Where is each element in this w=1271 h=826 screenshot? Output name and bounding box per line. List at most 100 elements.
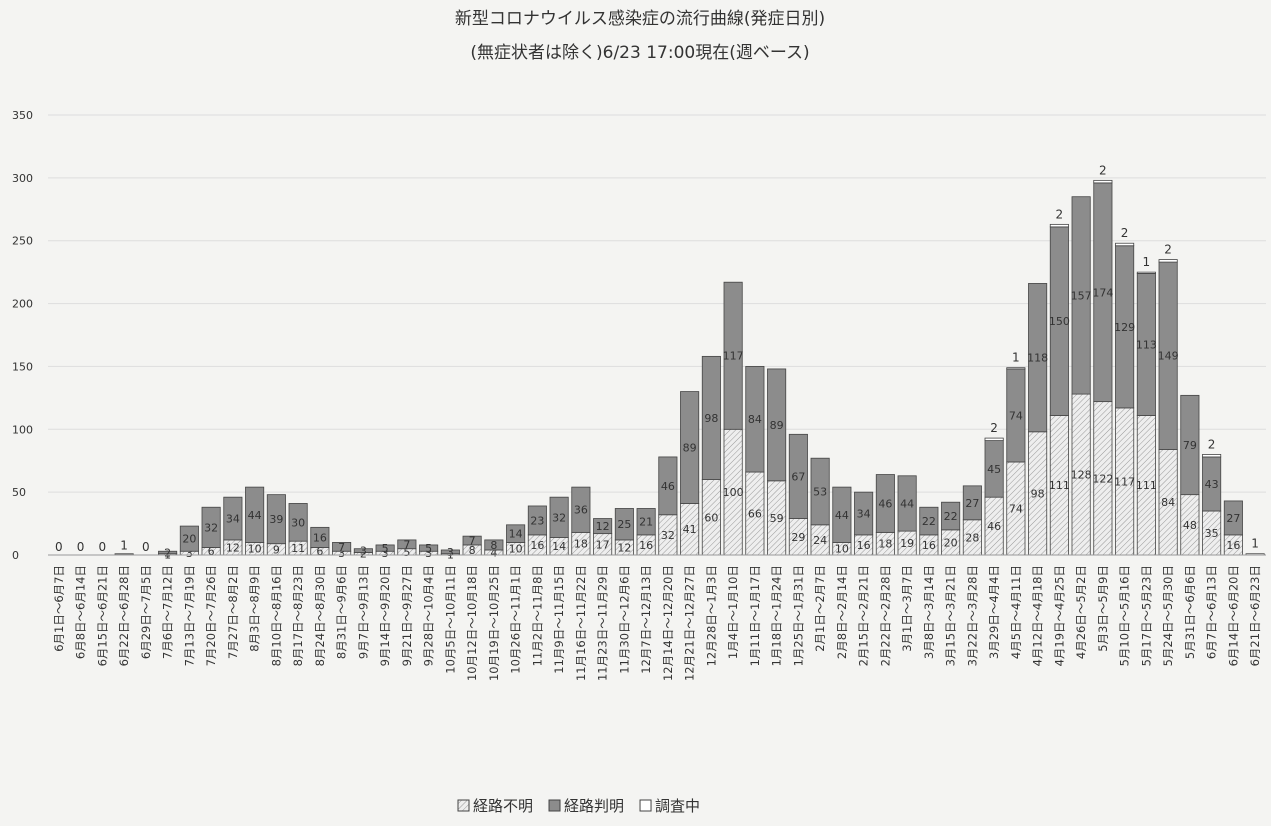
- bar-segment: [854, 491, 874, 536]
- data-label: 1: [1251, 537, 1259, 551]
- bar-segment: [1223, 500, 1243, 536]
- bar-segment: [701, 355, 721, 480]
- chart-subtitle: (無症状者は除く)6/23 17:00現在(週ベース): [470, 43, 809, 63]
- data-label: 12: [596, 520, 610, 533]
- data-label: 2: [1164, 243, 1172, 257]
- bar-segment: [223, 496, 243, 541]
- data-label: 118: [1027, 352, 1048, 365]
- x-tick-label: 6月29日～7月5日: [139, 565, 153, 659]
- bar-segment: [788, 433, 808, 519]
- data-label: 34: [226, 513, 240, 526]
- data-label: 89: [770, 419, 784, 432]
- y-tick-label: 250: [12, 235, 33, 248]
- x-tick-label: 4月19日～4月25日: [1052, 565, 1066, 666]
- data-label: 14: [509, 528, 523, 541]
- bar-segment: [245, 486, 265, 543]
- data-label: 34: [857, 508, 871, 521]
- data-label: 21: [639, 516, 653, 529]
- data-label: 46: [878, 497, 892, 510]
- data-label: 0: [142, 540, 150, 554]
- data-label: 45: [987, 463, 1001, 476]
- bar-segment: [919, 506, 939, 536]
- x-tick-label: 7月6日～7月12日: [161, 565, 175, 659]
- bar-segment: [1071, 196, 1091, 395]
- data-label: 129: [1114, 321, 1135, 334]
- x-tick-label: 12月14日～12月20日: [661, 565, 675, 681]
- data-label: 41: [683, 523, 697, 536]
- data-label: 6: [208, 545, 215, 558]
- x-tick-label: 9月7日～9月13日: [356, 565, 370, 659]
- bar-segment: [1180, 394, 1200, 496]
- data-label: 89: [683, 442, 697, 455]
- x-tick-label: 6月21日～6月23日: [1248, 565, 1262, 666]
- data-label: 16: [639, 539, 653, 552]
- data-label: 44: [248, 509, 262, 522]
- data-label: 111: [1049, 479, 1070, 492]
- data-label: 150: [1049, 315, 1070, 328]
- data-label: 20: [944, 536, 958, 549]
- bar-segment: [658, 456, 678, 516]
- data-label: 27: [965, 497, 979, 510]
- data-label: 43: [1205, 478, 1219, 491]
- bar-segment: [266, 494, 286, 545]
- bar-segment: [1028, 283, 1048, 433]
- data-label: 18: [878, 538, 892, 551]
- bar-segment: [288, 503, 308, 542]
- data-label: 28: [965, 531, 979, 544]
- x-tick-label: 5月17日～5月23日: [1139, 565, 1153, 666]
- data-label: 98: [704, 412, 718, 425]
- data-label: 29: [791, 531, 805, 544]
- bar-segment: [419, 544, 439, 552]
- data-label: 6: [316, 545, 323, 558]
- data-label: 117: [723, 350, 744, 363]
- x-tick-label: 2月22日～2月28日: [878, 565, 892, 666]
- x-tick-label: 6月15日～6月21日: [95, 565, 109, 666]
- bar-segment: [440, 549, 460, 555]
- chart-title: 新型コロナウイルス感染症の流行曲線(発症日別): [455, 9, 825, 29]
- data-label: 79: [1183, 439, 1197, 452]
- x-tick-label: 10月12日～10月18日: [465, 565, 479, 681]
- data-label: 3: [360, 545, 367, 558]
- bar-segment: [158, 550, 178, 555]
- data-label: 35: [1205, 527, 1219, 540]
- data-label: 18: [574, 538, 588, 551]
- data-label: 157: [1071, 289, 1092, 302]
- x-tick-label: 12月28日～1月3日: [704, 565, 718, 666]
- x-tick-label: 11月9日～11月15日: [552, 565, 566, 674]
- bar-segment: [527, 505, 547, 536]
- bar-segment: [810, 457, 830, 526]
- data-label: 122: [1092, 472, 1113, 485]
- bar-segment: [1049, 223, 1069, 228]
- x-tick-label: 11月30日～12月6日: [617, 565, 631, 674]
- data-label: 44: [900, 497, 914, 510]
- data-label: 7: [338, 541, 345, 554]
- bar-segment: [310, 526, 330, 548]
- data-label: 16: [313, 531, 327, 544]
- data-label: 16: [922, 539, 936, 552]
- data-label: 5: [425, 542, 432, 555]
- x-tick-label: 2月1日～2月7日: [813, 565, 827, 652]
- data-label: 149: [1158, 350, 1179, 363]
- x-tick-label: 3月29日～4月4日: [987, 565, 1001, 659]
- x-tick-label: 8月17日～8月23日: [291, 565, 305, 666]
- data-label: 3: [186, 547, 193, 560]
- data-label: 20: [182, 533, 196, 546]
- x-tick-label: 3月15日～3月21日: [944, 565, 958, 666]
- legend-label: 経路不明: [473, 797, 533, 815]
- bar-segment: [462, 535, 482, 546]
- data-label: 16: [530, 539, 544, 552]
- data-label: 0: [77, 540, 85, 554]
- bar-segment: [680, 391, 700, 504]
- data-label: 0: [55, 540, 63, 554]
- data-label: 14: [552, 540, 566, 553]
- x-tick-label: 3月22日～3月28日: [965, 565, 979, 666]
- data-label: 59: [770, 512, 784, 525]
- x-tick-label: 6月8日～6月14日: [74, 565, 88, 659]
- data-label: 32: [552, 511, 566, 524]
- bar-segment: [723, 281, 743, 430]
- x-tick-label: 11月16日～11月22日: [574, 565, 588, 681]
- data-label: 53: [813, 486, 827, 499]
- x-tick-label: 9月21日～9月27日: [400, 565, 414, 666]
- data-label: 19: [900, 537, 914, 550]
